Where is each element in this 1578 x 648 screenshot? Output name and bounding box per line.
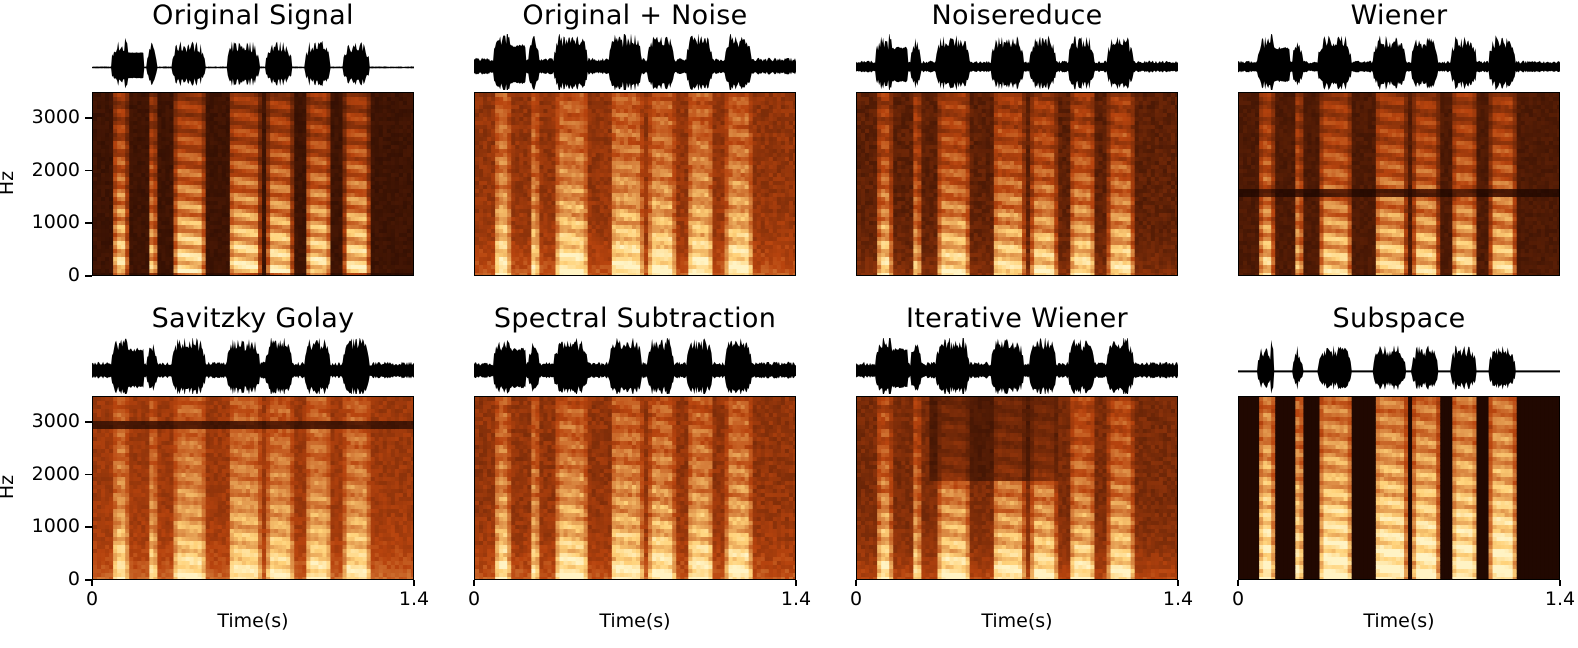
- spectrogram-6: [474, 396, 796, 580]
- spectrogram-8: [1238, 396, 1560, 580]
- xtick-label: 0: [86, 588, 98, 610]
- spectrogram-4: [1238, 92, 1560, 276]
- ytick-mark: [85, 275, 92, 277]
- ytick-label: 0: [0, 264, 80, 286]
- waveform-envelope: [856, 34, 1178, 90]
- panel-title: Iterative Wiener: [852, 303, 1182, 334]
- spectrogram-cells: [1239, 397, 1559, 579]
- ytick-mark: [85, 473, 92, 476]
- panel-title: Spectral Subtraction: [470, 303, 800, 334]
- waveform-7: [856, 338, 1178, 394]
- waveform-2: [474, 34, 796, 90]
- spectrogram-cells: [857, 93, 1177, 275]
- x-axis-label: Time(s): [92, 610, 414, 632]
- ytick-mark: [85, 421, 92, 423]
- xtick-label: 1.4: [781, 588, 811, 610]
- ytick-mark: [85, 117, 92, 119]
- waveform-envelope: [92, 37, 414, 89]
- panel-title: Original Signal: [88, 0, 418, 31]
- ytick-mark: [85, 579, 92, 581]
- spectrogram-cells: [475, 397, 795, 579]
- ytick-label: 1000: [0, 515, 80, 537]
- x-axis-label: Time(s): [856, 610, 1178, 632]
- xtick-mark: [413, 580, 415, 586]
- ytick-label: 2000: [0, 463, 80, 485]
- panel-title: Savitzky Golay: [88, 303, 418, 334]
- spectrogram-1: [92, 92, 414, 276]
- waveform-envelope: [474, 34, 796, 90]
- x-axis-label: Time(s): [474, 610, 796, 632]
- xtick-label: 0: [1232, 588, 1244, 610]
- waveform-envelope: [1238, 34, 1560, 90]
- y-axis-label: Hz: [0, 472, 18, 502]
- xtick-label: 0: [468, 588, 480, 610]
- waveform-envelope: [856, 338, 1178, 394]
- spectrogram-2: [474, 92, 796, 276]
- spectrogram-7: [856, 396, 1178, 580]
- spectrogram-cells: [1239, 93, 1559, 275]
- ytick-label: 0: [0, 568, 80, 590]
- ytick-mark: [85, 526, 92, 528]
- xtick-mark: [1559, 580, 1561, 586]
- panel-title: Original + Noise: [470, 0, 800, 31]
- xtick-label: 1.4: [399, 588, 429, 610]
- panel-title: Noisereduce: [852, 0, 1182, 31]
- spectrogram-cells: [93, 93, 413, 275]
- xtick-mark: [91, 580, 93, 586]
- ytick-label: 2000: [0, 159, 80, 181]
- waveform-envelope: [92, 338, 414, 394]
- spectrogram-cells: [93, 397, 413, 579]
- ytick-mark: [85, 169, 92, 172]
- panel-title: Wiener: [1234, 0, 1564, 31]
- xtick-mark: [855, 580, 857, 586]
- x-axis-label: Time(s): [1238, 610, 1560, 632]
- ytick-label: 3000: [0, 410, 80, 432]
- panel-title: Subspace: [1234, 303, 1564, 334]
- xtick-mark: [1237, 580, 1239, 586]
- ytick-label: 3000: [0, 106, 80, 128]
- waveform-8: [1238, 338, 1560, 394]
- ytick-mark: [85, 222, 92, 224]
- waveform-envelope: [1238, 339, 1560, 394]
- waveform-envelope: [474, 338, 796, 394]
- xtick-label: 1.4: [1163, 588, 1193, 610]
- xtick-label: 1.4: [1545, 588, 1575, 610]
- spectrogram-3: [856, 92, 1178, 276]
- waveform-1: [92, 34, 414, 90]
- xtick-mark: [1177, 580, 1179, 586]
- y-axis-label: Hz: [0, 168, 18, 198]
- waveform-3: [856, 34, 1178, 90]
- waveform-6: [474, 338, 796, 394]
- xtick-label: 0: [850, 588, 862, 610]
- spectrogram-cells: [475, 93, 795, 275]
- spectrogram-5: [92, 396, 414, 580]
- ytick-label: 1000: [0, 211, 80, 233]
- waveform-4: [1238, 34, 1560, 90]
- spectrogram-cells: [857, 397, 1177, 579]
- waveform-5: [92, 338, 414, 394]
- xtick-mark: [473, 580, 475, 586]
- xtick-mark: [795, 580, 797, 586]
